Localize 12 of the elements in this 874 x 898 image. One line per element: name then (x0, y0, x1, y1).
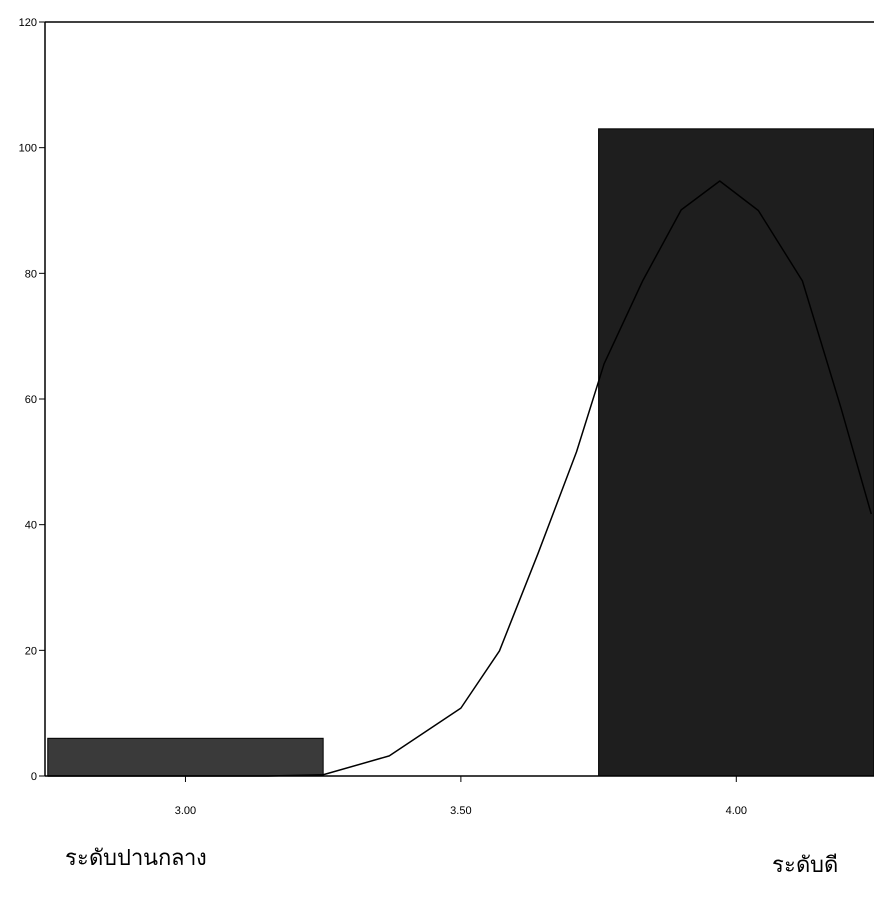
y-tick-label: 40 (24, 520, 37, 532)
y-tick-label: 60 (24, 394, 37, 406)
text: ระดับปานกลาง (65, 845, 207, 870)
x-tick-label: 3.00 (174, 805, 196, 817)
x-tick-label: 4.00 (726, 805, 748, 817)
y-tick-label: 20 (24, 645, 37, 658)
text: ระดับดี (772, 852, 838, 877)
y-tick-label: 80 (24, 268, 37, 280)
y-tick-label: 0 (30, 771, 37, 783)
x-tick-label: 3.50 (450, 805, 472, 817)
y-tick-label: 100 (18, 142, 37, 155)
y-tick-label: 120 (18, 17, 37, 29)
